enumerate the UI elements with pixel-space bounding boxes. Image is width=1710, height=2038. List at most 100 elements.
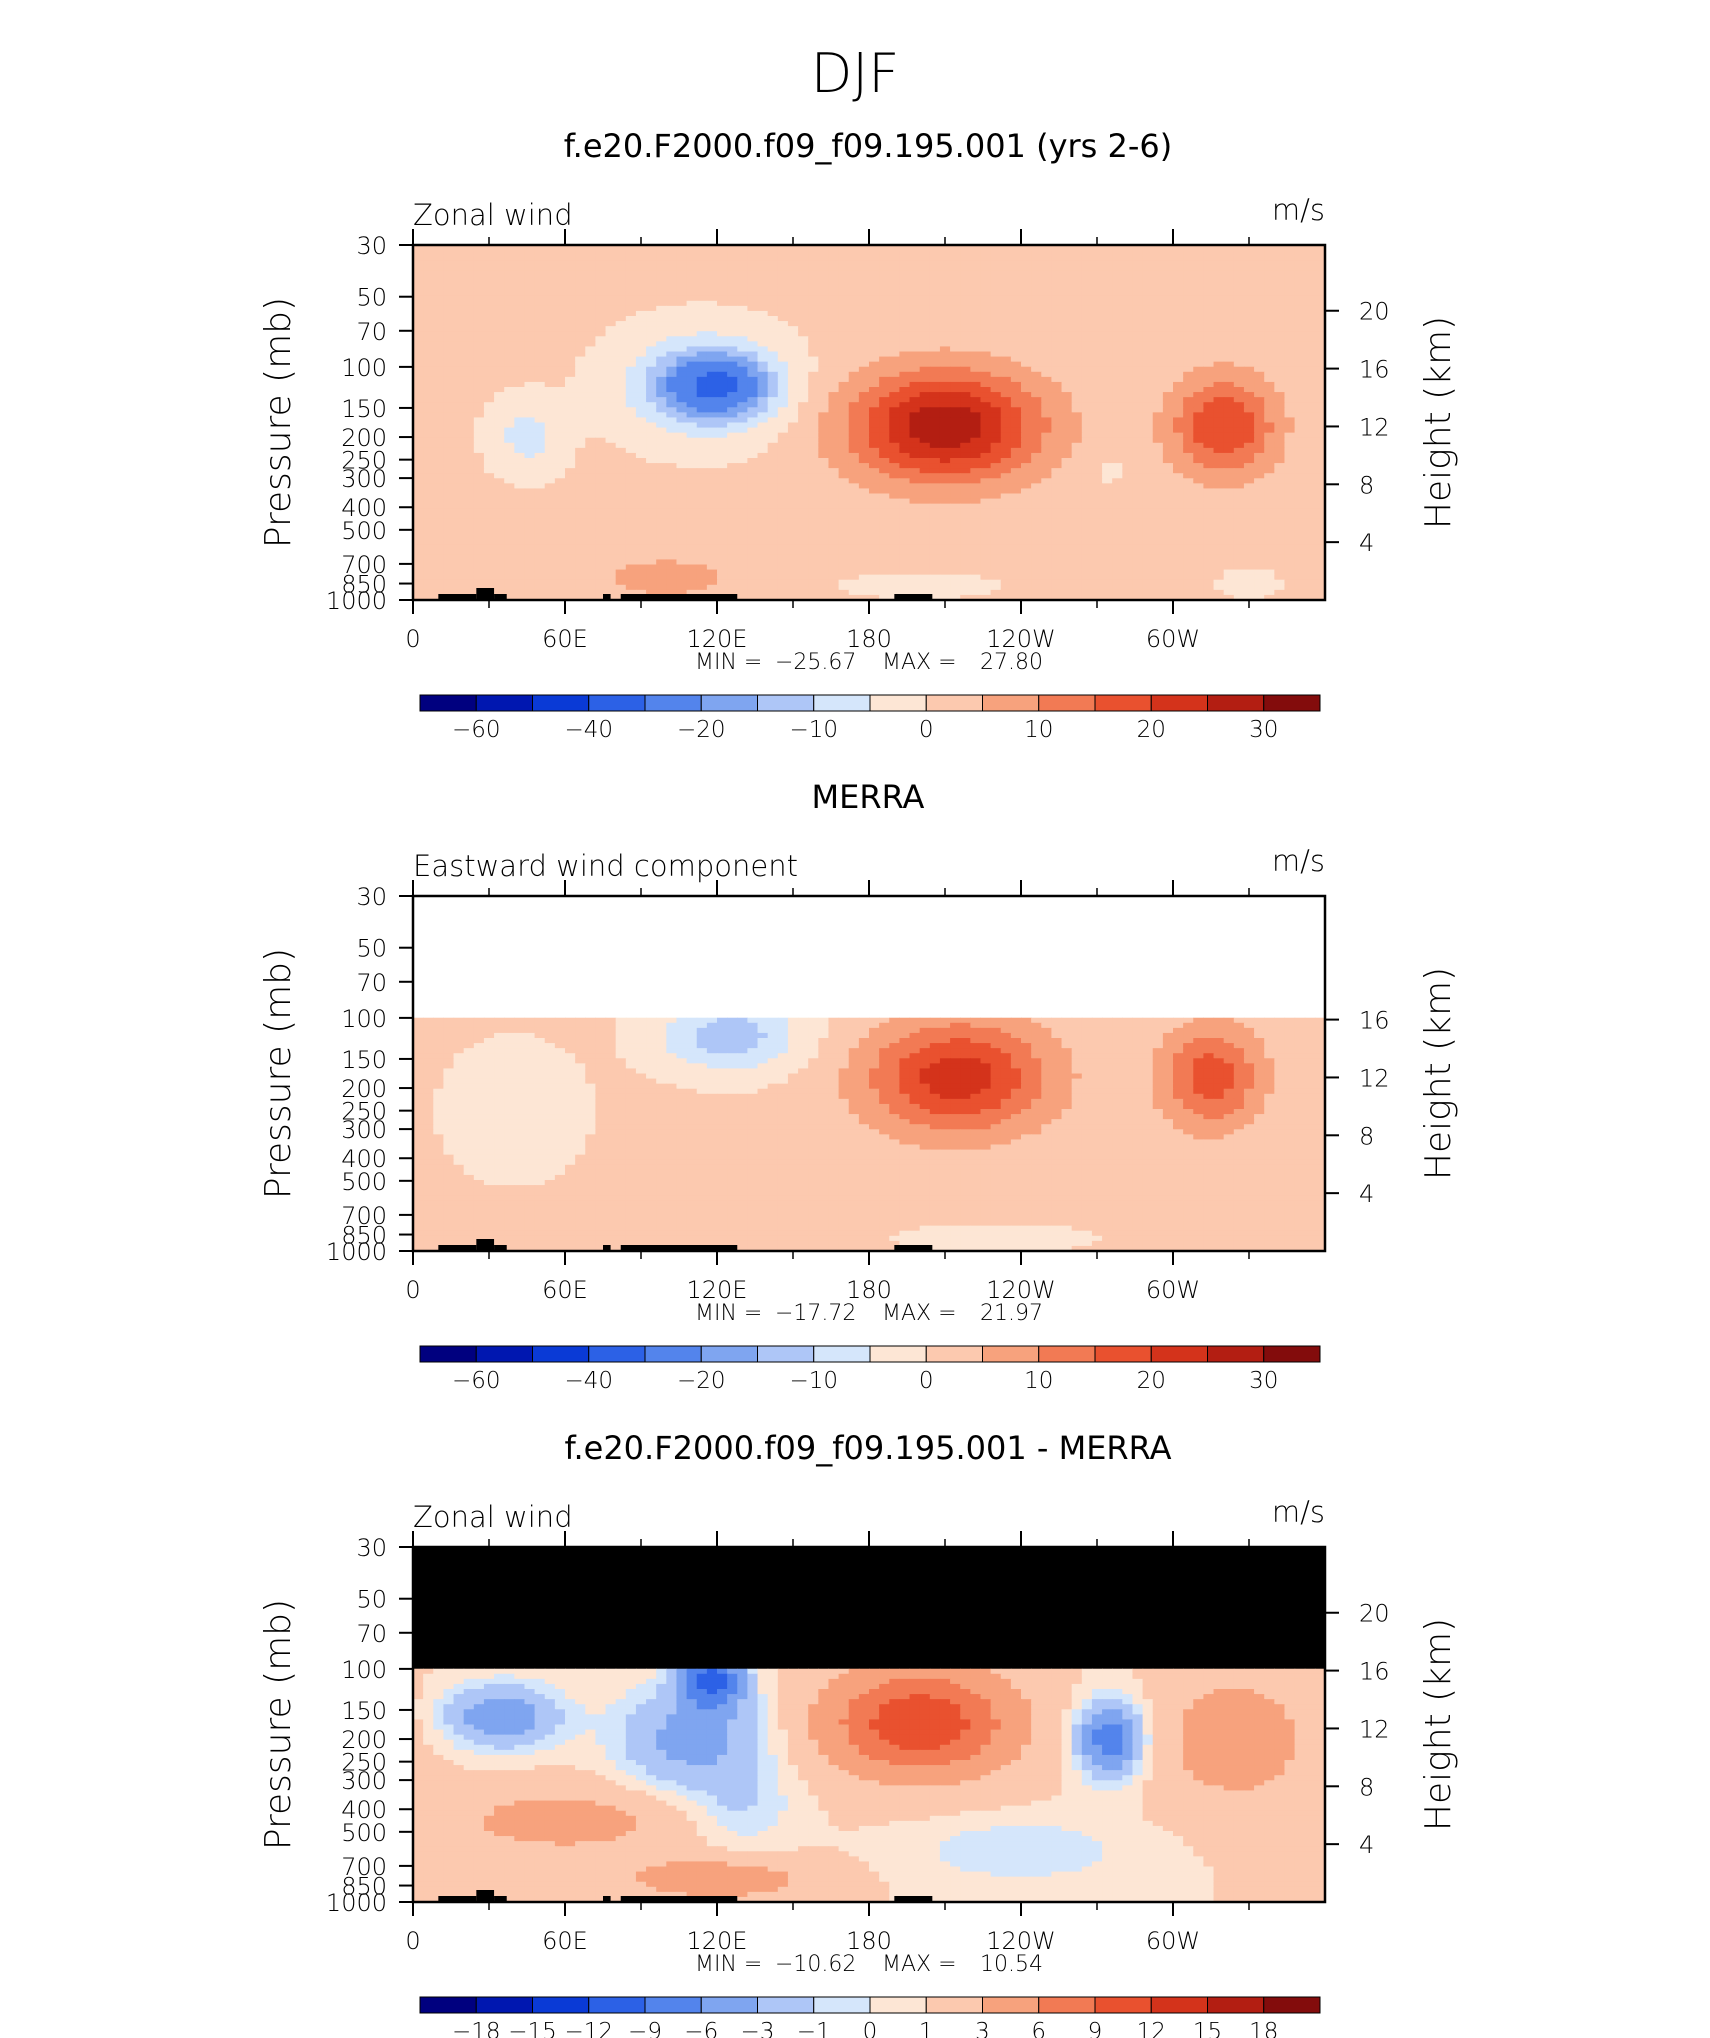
heatmap-cell	[483, 478, 495, 484]
heatmap-cell	[575, 422, 586, 429]
heatmap-cell	[565, 290, 576, 297]
heatmap-cell	[737, 513, 748, 520]
heatmap-cell	[848, 402, 860, 408]
heatmap-cell	[777, 305, 789, 312]
heatmap-cell	[443, 265, 455, 271]
heatmap-cell	[818, 381, 830, 388]
heatmap-cell	[1274, 326, 1286, 332]
heatmap-cell	[869, 427, 880, 434]
heatmap-cell	[696, 351, 708, 358]
heatmap-cell	[1031, 458, 1042, 464]
heatmap-cell	[1010, 356, 1022, 363]
heatmap-cell	[544, 351, 556, 358]
heatmap-cell	[1031, 412, 1042, 419]
heatmap-cell	[1233, 468, 1245, 474]
heatmap-cell	[858, 422, 870, 429]
heatmap-cell	[858, 300, 870, 307]
heatmap-cell	[544, 366, 556, 373]
heatmap-cell	[1223, 508, 1235, 515]
heatmap-cell	[473, 417, 485, 424]
heatmap-cell	[565, 356, 576, 363]
heatmap-cell	[1294, 255, 1306, 261]
heatmap-cell	[686, 463, 698, 469]
heatmap-cell	[585, 483, 596, 490]
heatmap-cell	[808, 417, 819, 424]
heatmap-cell	[656, 316, 667, 322]
heatmap-cell	[504, 427, 515, 434]
heatmap-cell	[1021, 250, 1032, 256]
heatmap-cell	[1102, 275, 1113, 282]
heatmap-cell	[544, 305, 556, 312]
heatmap-cell	[747, 387, 759, 393]
heatmap-cell	[1112, 402, 1123, 408]
heatmap-cell	[869, 493, 880, 500]
heatmap-cell	[1132, 255, 1144, 261]
heatmap-cell	[1102, 336, 1113, 342]
heatmap-cell	[1031, 498, 1042, 505]
heatmap-cell	[473, 346, 485, 353]
heatmap-cell	[848, 412, 860, 419]
heatmap-cell	[939, 493, 951, 500]
heatmap-cell	[473, 488, 485, 495]
heatmap-cell	[879, 356, 890, 363]
heatmap-cell	[1274, 387, 1286, 393]
heatmap-cell	[1041, 518, 1052, 525]
heatmap-cell	[1213, 503, 1225, 510]
heatmap-cell	[747, 452, 759, 459]
heatmap-cell	[767, 336, 779, 342]
heatmap-cell	[1122, 255, 1134, 261]
heatmap-cell	[980, 310, 992, 317]
heatmap-cell	[656, 498, 667, 505]
heatmap-cell	[1274, 442, 1286, 449]
heatmap-cell	[443, 468, 455, 474]
heatmap-cell	[433, 321, 444, 327]
heatmap-cell	[1152, 447, 1164, 454]
heatmap-cell	[1142, 300, 1154, 307]
heatmap-cell	[879, 478, 890, 484]
units-label: m/s	[1272, 193, 1325, 227]
heatmap-cell	[625, 341, 637, 348]
heatmap-cell	[1294, 290, 1306, 297]
heatmap-cell	[1243, 397, 1255, 403]
heatmap-cell	[635, 508, 647, 515]
heatmap-cell	[787, 346, 799, 353]
heatmap-cell	[1304, 305, 1316, 312]
heatmap-cell	[808, 326, 819, 332]
heatmap-cell	[1294, 280, 1306, 287]
heatmap-cell	[777, 260, 789, 266]
heatmap-cell	[656, 280, 667, 287]
heatmap-cell	[838, 402, 850, 408]
heatmap-cell	[595, 371, 607, 378]
heatmap-cell	[869, 366, 880, 373]
heatmap-cell	[453, 407, 465, 413]
heatmap-cell	[504, 412, 515, 419]
heatmap-cell	[1203, 361, 1215, 368]
heatmap-cell	[950, 412, 961, 419]
heatmap-cell	[676, 265, 688, 271]
heatmap-cell	[686, 341, 698, 348]
heatmap-cell	[463, 295, 475, 302]
heatmap-cell	[524, 270, 536, 277]
heatmap-cell	[1091, 351, 1103, 358]
heatmap-cell	[1183, 260, 1194, 266]
heatmap-cell	[747, 265, 759, 271]
heatmap-cell	[453, 381, 465, 388]
heatmap-cell	[970, 290, 982, 297]
heatmap-cell	[1102, 493, 1113, 500]
heatmap-cell	[787, 432, 799, 439]
heatmap-cell	[848, 321, 860, 327]
heatmap-cell	[443, 493, 455, 500]
heatmap-cell	[575, 295, 586, 302]
heatmap-cell	[1051, 488, 1063, 495]
heatmap-cell	[443, 513, 455, 520]
heatmap-cell	[423, 523, 434, 530]
heatmap-cell	[1243, 483, 1255, 490]
heatmap-cell	[747, 473, 759, 479]
heatmap-cell	[615, 295, 627, 302]
heatmap-cell	[889, 513, 900, 520]
heatmap-cell	[453, 503, 465, 510]
heatmap-cell	[1304, 407, 1316, 413]
heatmap-cell	[1132, 245, 1144, 251]
heatmap-cell	[818, 493, 830, 500]
heatmap-cell	[544, 245, 556, 251]
